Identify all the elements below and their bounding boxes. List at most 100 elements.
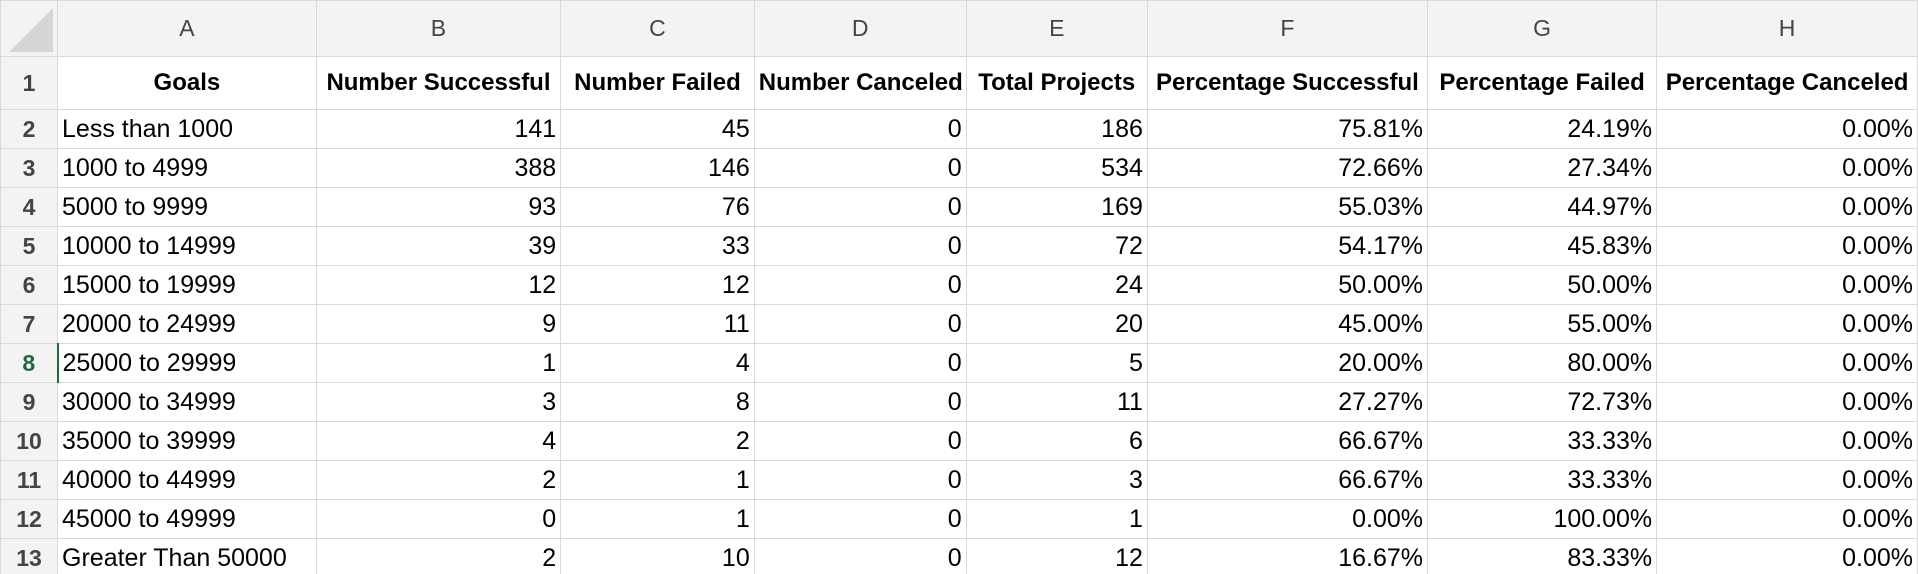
cell-e11[interactable]: 3 xyxy=(965,460,1148,500)
column-header-h[interactable]: H xyxy=(1656,0,1918,57)
cell-f13[interactable]: 16.67% xyxy=(1146,538,1429,574)
cell-f3[interactable]: 72.66% xyxy=(1146,148,1429,188)
cell-d2[interactable]: 0 xyxy=(753,109,967,149)
cell-b5[interactable]: 39 xyxy=(315,226,562,266)
cell-c8[interactable]: 4 xyxy=(560,343,755,383)
cell-f9[interactable]: 27.27% xyxy=(1146,382,1429,422)
cell-h12[interactable]: 0.00% xyxy=(1656,499,1918,539)
column-header-g[interactable]: G xyxy=(1426,0,1658,57)
cell-c3[interactable]: 146 xyxy=(560,148,755,188)
row-header-9[interactable]: 9 xyxy=(0,382,59,422)
cell-h3[interactable]: 0.00% xyxy=(1656,148,1918,188)
cell-d8[interactable]: 0 xyxy=(753,343,967,383)
cell-f12[interactable]: 0.00% xyxy=(1146,499,1429,539)
row-header-1[interactable]: 1 xyxy=(0,56,59,110)
cell-g7[interactable]: 55.00% xyxy=(1426,304,1658,344)
cell-e2[interactable]: 186 xyxy=(965,109,1148,149)
cell-a9[interactable]: 30000 to 34999 xyxy=(57,382,317,422)
cell-e5[interactable]: 72 xyxy=(965,226,1148,266)
cell-d11[interactable]: 0 xyxy=(753,460,967,500)
cell-g3[interactable]: 27.34% xyxy=(1426,148,1658,188)
cell-e6[interactable]: 24 xyxy=(965,265,1148,305)
cell-h7[interactable]: 0.00% xyxy=(1656,304,1918,344)
cell-h11[interactable]: 0.00% xyxy=(1656,460,1918,500)
row-header-6[interactable]: 6 xyxy=(0,265,59,305)
cell-a7[interactable]: 20000 to 24999 xyxy=(57,304,317,344)
cell-a4[interactable]: 5000 to 9999 xyxy=(57,187,317,227)
cell-h8[interactable]: 0.00% xyxy=(1656,343,1918,383)
cell-b6[interactable]: 12 xyxy=(315,265,562,305)
cell-a11[interactable]: 40000 to 44999 xyxy=(57,460,317,500)
cell-c4[interactable]: 76 xyxy=(560,187,755,227)
header-cell[interactable]: Percentage Canceled xyxy=(1656,56,1918,110)
cell-d7[interactable]: 0 xyxy=(753,304,967,344)
cell-b9[interactable]: 3 xyxy=(315,382,562,422)
header-cell[interactable]: Number Canceled xyxy=(753,56,967,110)
cell-b13[interactable]: 2 xyxy=(315,538,562,574)
cell-f4[interactable]: 55.03% xyxy=(1146,187,1429,227)
cell-g13[interactable]: 83.33% xyxy=(1426,538,1658,574)
cell-h10[interactable]: 0.00% xyxy=(1656,421,1918,461)
cell-c9[interactable]: 8 xyxy=(560,382,755,422)
cell-a5[interactable]: 10000 to 14999 xyxy=(57,226,317,266)
row-header-10[interactable]: 10 xyxy=(0,421,59,461)
header-cell[interactable]: Percentage Successful xyxy=(1146,56,1429,110)
cell-h9[interactable]: 0.00% xyxy=(1656,382,1918,422)
cell-g12[interactable]: 100.00% xyxy=(1426,499,1658,539)
cell-g10[interactable]: 33.33% xyxy=(1426,421,1658,461)
cell-b8[interactable]: 1 xyxy=(315,343,562,383)
header-cell[interactable]: Goals xyxy=(57,56,317,110)
cell-b10[interactable]: 4 xyxy=(315,421,562,461)
cell-c13[interactable]: 10 xyxy=(560,538,755,574)
cell-c10[interactable]: 2 xyxy=(560,421,755,461)
cell-b2[interactable]: 141 xyxy=(315,109,562,149)
cell-g4[interactable]: 44.97% xyxy=(1426,187,1658,227)
cell-c12[interactable]: 1 xyxy=(560,499,755,539)
cell-h4[interactable]: 0.00% xyxy=(1656,187,1918,227)
cell-f2[interactable]: 75.81% xyxy=(1146,109,1429,149)
cell-h5[interactable]: 0.00% xyxy=(1656,226,1918,266)
cell-b12[interactable]: 0 xyxy=(315,499,562,539)
cell-a10[interactable]: 35000 to 39999 xyxy=(57,421,317,461)
cell-g8[interactable]: 80.00% xyxy=(1426,343,1658,383)
header-cell[interactable]: Number Successful xyxy=(315,56,562,110)
cell-g2[interactable]: 24.19% xyxy=(1426,109,1658,149)
cell-e3[interactable]: 534 xyxy=(965,148,1148,188)
cell-g11[interactable]: 33.33% xyxy=(1426,460,1658,500)
cell-c5[interactable]: 33 xyxy=(560,226,755,266)
row-header-11[interactable]: 11 xyxy=(0,460,59,500)
cell-f7[interactable]: 45.00% xyxy=(1146,304,1429,344)
cell-e9[interactable]: 11 xyxy=(965,382,1148,422)
header-cell[interactable]: Total Projects xyxy=(965,56,1148,110)
header-cell[interactable]: Number Failed xyxy=(560,56,755,110)
cell-d6[interactable]: 0 xyxy=(753,265,967,305)
row-header-4[interactable]: 4 xyxy=(0,187,59,227)
cell-a12[interactable]: 45000 to 49999 xyxy=(57,499,317,539)
cell-h6[interactable]: 0.00% xyxy=(1656,265,1918,305)
cell-g6[interactable]: 50.00% xyxy=(1426,265,1658,305)
cell-e13[interactable]: 12 xyxy=(965,538,1148,574)
cell-a2[interactable]: Less than 1000 xyxy=(57,109,317,149)
cell-f10[interactable]: 66.67% xyxy=(1146,421,1429,461)
cell-f5[interactable]: 54.17% xyxy=(1146,226,1429,266)
cell-d13[interactable]: 0 xyxy=(753,538,967,574)
column-header-f[interactable]: F xyxy=(1146,0,1429,57)
cell-b7[interactable]: 9 xyxy=(315,304,562,344)
row-header-8[interactable]: 8 xyxy=(0,343,59,383)
cell-f8[interactable]: 20.00% xyxy=(1146,343,1429,383)
column-header-a[interactable]: A xyxy=(57,0,317,57)
cell-e4[interactable]: 169 xyxy=(965,187,1148,227)
row-header-7[interactable]: 7 xyxy=(0,304,59,344)
cell-h13[interactable]: 0.00% xyxy=(1656,538,1918,574)
cell-e7[interactable]: 20 xyxy=(965,304,1148,344)
cell-d12[interactable]: 0 xyxy=(753,499,967,539)
column-header-c[interactable]: C xyxy=(560,0,755,57)
header-cell[interactable]: Percentage Failed xyxy=(1426,56,1658,110)
cell-a8[interactable]: 25000 to 29999 xyxy=(57,343,317,383)
cell-g5[interactable]: 45.83% xyxy=(1426,226,1658,266)
cell-d3[interactable]: 0 xyxy=(753,148,967,188)
column-header-d[interactable]: D xyxy=(753,0,967,57)
row-header-12[interactable]: 12 xyxy=(0,499,59,539)
row-header-13[interactable]: 13 xyxy=(0,538,59,574)
